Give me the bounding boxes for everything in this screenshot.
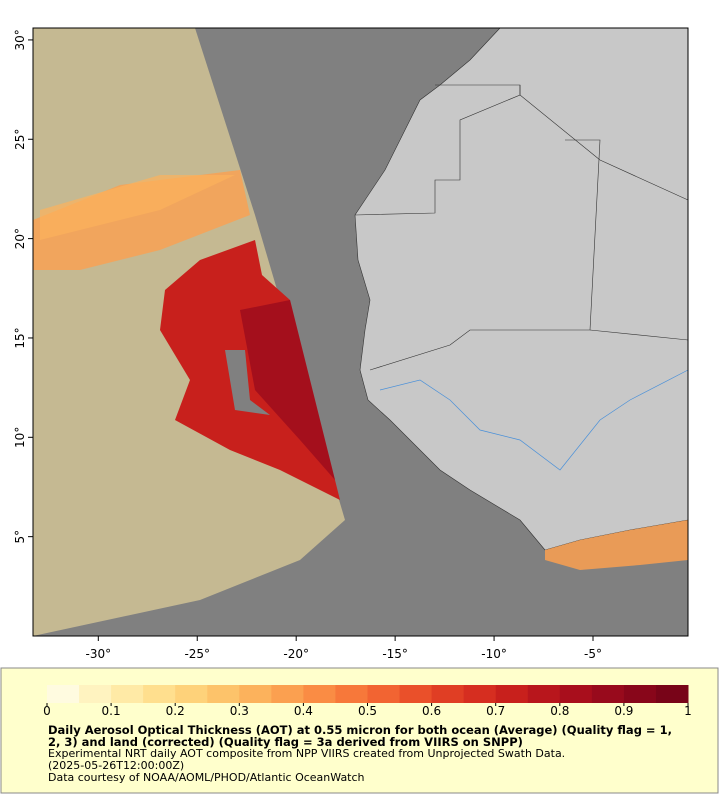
caption-line: Experimental NRT daily AOT composite fro… [48, 747, 566, 760]
lon-tick-label: -25° [184, 647, 210, 661]
colorbar-segment [559, 685, 593, 703]
colorbar-segment [79, 685, 112, 703]
border [354, 85, 521, 216]
colorbar-segment [47, 685, 80, 703]
aerosol-band [40, 175, 235, 240]
colorbar-segment [495, 685, 529, 703]
lat-tick-label: 15° [13, 327, 27, 348]
colorbar-segment [367, 685, 401, 703]
plume-gap [225, 350, 270, 415]
colorbar-segment [591, 685, 625, 703]
border [589, 329, 689, 341]
lon-tick-label: -20° [283, 647, 309, 661]
river [379, 369, 689, 471]
lon-tick-label: -5° [584, 647, 602, 661]
colorbar-tick-label: 0.8 [550, 704, 569, 718]
lat-tick-label: 10° [13, 427, 27, 448]
aerosol-band [33, 170, 250, 270]
colorbar-segment [655, 685, 689, 703]
caption: Daily Aerosol Optical Thickness (AOT) at… [48, 724, 678, 784]
colorbar-segment [175, 685, 208, 703]
colorbar-tick-label: 0.7 [486, 704, 505, 718]
colorbar-tick-label: 0.5 [358, 704, 377, 718]
colorbar-segment [239, 685, 272, 703]
lat-tick-label: 25° [13, 129, 27, 150]
colorbar-tick-label: 0.1 [102, 704, 121, 718]
colorbar-segment [303, 685, 336, 703]
lat-tick-label: 20° [13, 228, 27, 249]
caption-title: Daily Aerosol Optical Thickness (AOT) at… [48, 723, 672, 749]
lon-tick-label: -30° [85, 647, 111, 661]
colorbar-tick-label: 1 [684, 704, 692, 718]
colorbar-segment [271, 685, 304, 703]
caption-line: (2025-05-26T12:00:00Z) [48, 759, 185, 772]
lat-tick-label: 30° [13, 29, 27, 50]
colorbar-tick-label: 0.6 [422, 704, 441, 718]
lon-tick-label: -10° [481, 647, 507, 661]
aerosol-plume [160, 240, 340, 500]
aerosol-plume-core [240, 300, 335, 480]
lat-tick-label: 5° [13, 530, 27, 544]
caption-line: Data courtesy of NOAA/AOML/PHOD/Atlantic… [48, 771, 365, 784]
lon-tick-label: -15° [382, 647, 408, 661]
colorbar-segment [463, 685, 497, 703]
coastal-aerosol [545, 520, 688, 570]
map-frame [32, 27, 689, 637]
colorbar-tick-label: 0.2 [166, 704, 185, 718]
colorbar-segment [207, 685, 240, 703]
colorbar-segment [111, 685, 144, 703]
colorbar-segment [335, 685, 368, 703]
colorbar-segment [399, 685, 433, 703]
border [369, 139, 601, 371]
colorbar-segment [623, 685, 657, 703]
colorbar-tick-label: 0.3 [230, 704, 249, 718]
land [354, 27, 689, 551]
colorbar-tick-label: 0 [43, 704, 51, 718]
colorbar-tick-label: 0.4 [294, 704, 313, 718]
colorbar-tick-label: 0.9 [614, 704, 633, 718]
colorbar-segment [431, 685, 465, 703]
colorbar-segment [143, 685, 176, 703]
colorbar-segment [527, 685, 561, 703]
